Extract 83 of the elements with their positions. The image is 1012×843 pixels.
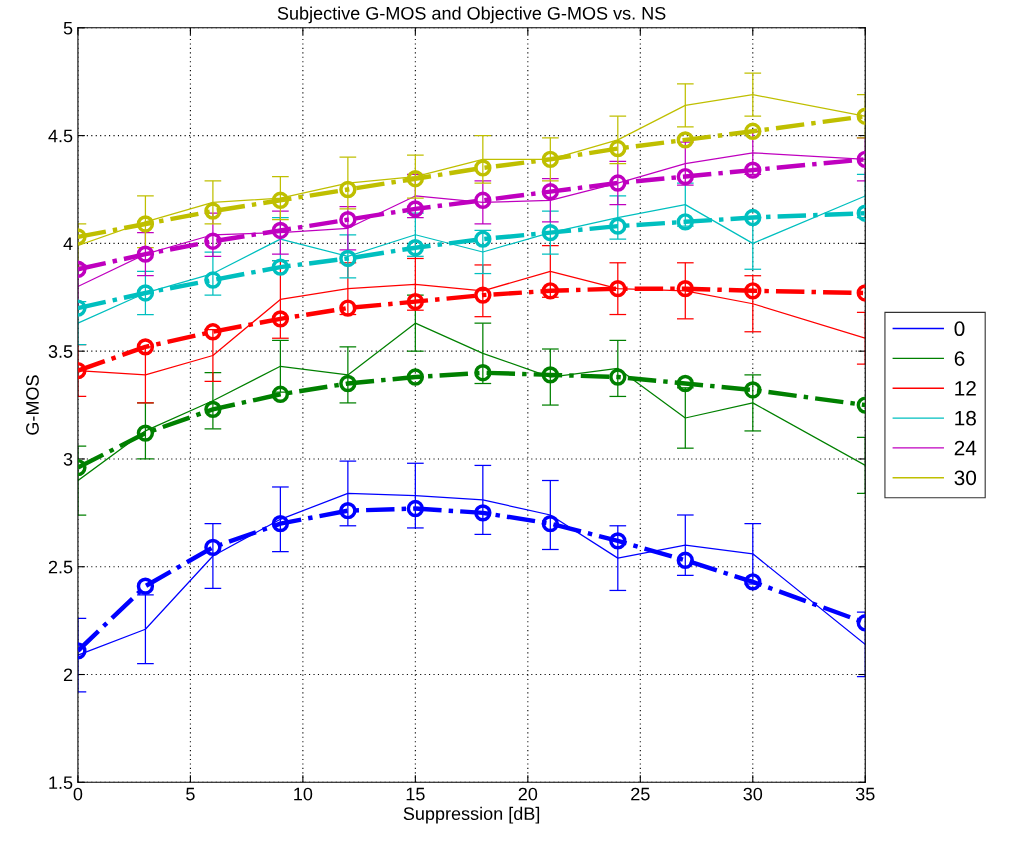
point [474,286,492,304]
y-tick-label: 3 [63,452,73,466]
point [744,573,762,591]
x-tick-label: 30 [743,787,763,801]
x-tick-label: 15 [406,787,425,801]
point [406,292,425,311]
point [609,368,627,386]
y-tick-label: 4.5 [48,129,73,143]
point [676,279,694,298]
y-tick-label: 3.5 [48,345,73,358]
point [136,245,155,263]
x-tick-label: 5 [186,787,195,801]
point [406,368,425,386]
y-tick-label: 2.5 [48,560,73,574]
point [609,174,627,192]
point [474,159,492,177]
point [339,502,357,520]
point [136,284,155,302]
point [474,504,492,522]
point [136,338,155,356]
point [339,180,357,199]
point [541,182,560,201]
point [676,131,694,149]
point [676,213,694,231]
point [204,538,222,557]
point [744,208,762,227]
point [204,202,222,220]
point [204,400,222,419]
point [744,161,762,179]
point [676,551,694,569]
point [744,122,762,140]
legend-label: 24 [954,440,977,456]
point [474,364,492,382]
point [271,385,290,403]
x-tick-label: 35 [855,787,875,801]
point [271,514,290,533]
x-axis-title: Suppression [dB] [403,806,540,824]
legend-label: 0 [954,321,965,337]
point [339,210,357,229]
legend-label: 6 [954,351,965,366]
point [676,167,694,186]
y-tick-label: 5 [63,21,73,35]
point [339,374,357,393]
y-tick-label: 4 [63,237,73,250]
point [136,424,155,442]
point [271,191,290,209]
point [609,532,627,550]
y-axis-title: G-MOS [26,375,39,435]
point [339,299,357,317]
point [204,271,222,289]
point [136,215,155,233]
point [541,366,560,384]
point [744,381,762,399]
point [744,282,762,300]
x-tick-label: 25 [631,787,650,801]
x-tick-label: 20 [518,787,538,801]
point [204,232,222,250]
x-tick-label: 10 [294,787,313,801]
point [474,230,492,248]
point [406,239,425,257]
point [204,323,222,341]
point [339,249,357,268]
point [271,221,290,240]
point [136,577,155,595]
point [474,191,492,209]
point [541,223,560,242]
y-tick-label: 2 [63,668,73,682]
point [609,139,627,158]
point [271,310,290,328]
y-tick-label: 1.5 [49,776,73,790]
point [271,258,290,276]
point [406,200,425,218]
x-tick-label: 0 [73,787,83,801]
legend-label: 30 [954,470,977,486]
point [406,170,425,188]
point [406,499,425,518]
point [541,514,560,533]
point [609,217,627,235]
legend-label: 12 [955,380,976,396]
legend-label: 18 [955,410,976,426]
point [676,374,694,393]
chart-title: Subjective G-MOS and Objective G-MOS vs. NS [277,6,666,24]
point [541,282,560,300]
